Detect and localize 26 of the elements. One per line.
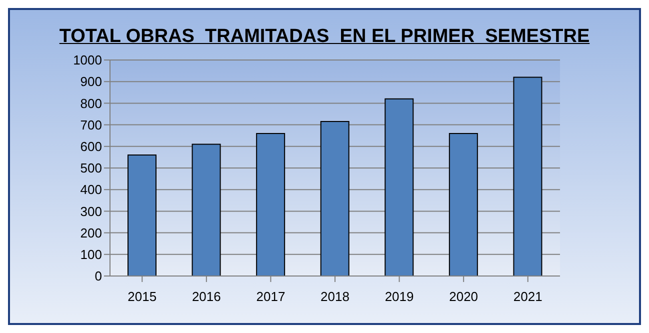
bar [448,132,478,276]
y-tick-label: 200 [80,225,102,240]
x-tick-label: 2016 [192,289,221,304]
bar [513,76,542,276]
x-tick-label: 2019 [384,289,414,304]
bar [256,132,286,276]
bar [128,154,156,276]
y-tick-label: 100 [80,247,102,262]
x-tick-label: 2021 [513,289,542,304]
x-tick-label: 2020 [449,289,478,304]
bar [320,121,350,276]
x-tick-label: 2015 [128,289,157,304]
y-tick-label: 300 [80,204,102,219]
y-tick-label: 800 [80,96,102,111]
y-tick-label: 400 [80,182,102,198]
y-tick-label: 1000 [73,52,102,68]
y-tick-label: 700 [80,117,102,132]
y-tick-label: 600 [80,139,102,154]
x-tick-label: 2018 [320,289,350,304]
chart-title: TOTAL OBRAS TRAMITADAS EN EL PRIMER SEMESTRE [58,26,591,48]
bar [192,144,221,276]
y-tick-label: 500 [80,160,102,176]
y-tick-label: 0 [94,268,102,284]
x-tick-label: 2017 [256,289,286,304]
bar [384,98,414,276]
y-tick-label: 900 [80,74,102,90]
